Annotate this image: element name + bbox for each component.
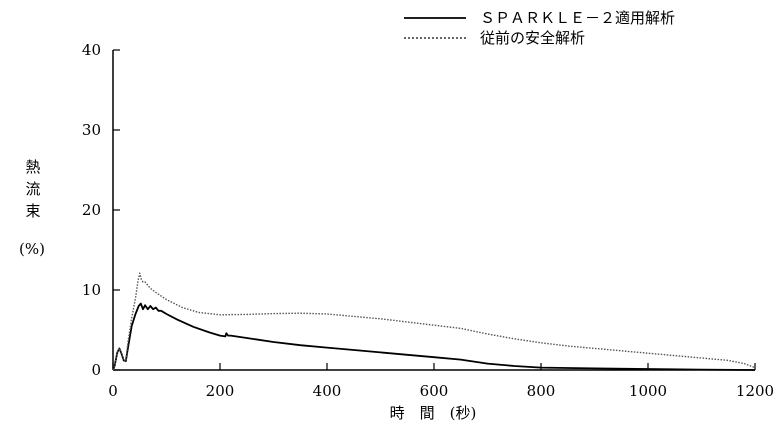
y-tick-label: 10 <box>82 281 101 299</box>
x-ticks: 0 200 400 600 800 1000 1200 <box>108 363 774 400</box>
series-layer <box>112 272 756 371</box>
y-tick-label: 0 <box>91 361 101 379</box>
y-axis-label: 熱 流 束 (%) <box>19 158 45 258</box>
legend: ＳＰＡＲＫＬＥ－２適用解析 従前の安全解析 <box>404 9 675 47</box>
x-tick-label: 400 <box>313 382 342 400</box>
x-tick-label: 200 <box>206 382 235 400</box>
x-tick-label: 800 <box>527 382 556 400</box>
x-tick-label: 1200 <box>736 382 774 400</box>
x-tick-label: 600 <box>420 382 449 400</box>
y-tick-label: 30 <box>82 121 101 139</box>
series-line-sparkle <box>112 302 756 371</box>
y-tick-label: 40 <box>82 41 101 59</box>
x-axis-label: 時 間 (秒) <box>390 404 477 422</box>
y-tick-label: 20 <box>82 201 101 219</box>
series-line-conventional <box>112 272 756 371</box>
legend-label-conventional: 従前の安全解析 <box>480 29 585 47</box>
y-axis-label-line-3: 束 <box>25 202 40 220</box>
y-axis-label-line-2: 流 <box>25 180 40 198</box>
y-axis-label-line-1: 熱 <box>25 158 40 176</box>
x-tick-label: 0 <box>108 382 118 400</box>
y-axis-unit: (%) <box>19 240 45 258</box>
x-tick-label: 1000 <box>629 382 667 400</box>
y-ticks: 0 10 20 30 40 <box>82 41 120 379</box>
axes <box>112 50 755 371</box>
legend-label-sparkle: ＳＰＡＲＫＬＥ－２適用解析 <box>480 9 675 27</box>
